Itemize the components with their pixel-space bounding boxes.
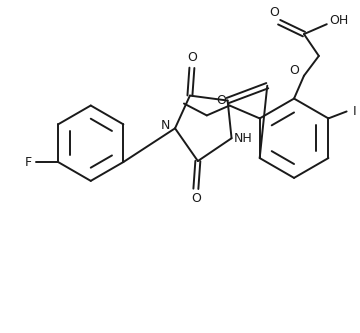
Text: F: F	[25, 156, 32, 168]
Text: OH: OH	[329, 14, 348, 27]
Text: O: O	[269, 6, 279, 19]
Text: O: O	[187, 51, 197, 64]
Text: O: O	[217, 94, 226, 107]
Text: I: I	[353, 105, 356, 118]
Text: N: N	[161, 119, 170, 132]
Text: NH: NH	[234, 132, 253, 145]
Text: O: O	[191, 192, 201, 205]
Text: O: O	[289, 64, 299, 77]
